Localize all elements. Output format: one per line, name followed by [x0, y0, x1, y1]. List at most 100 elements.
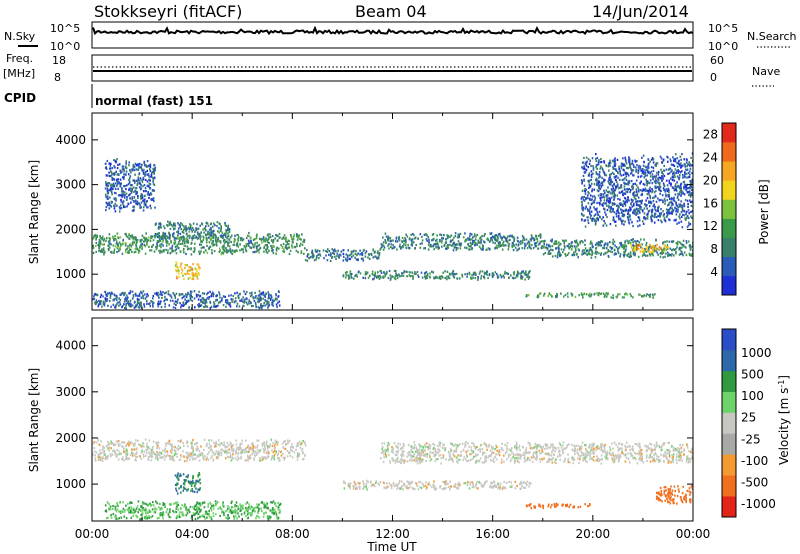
data-cell-1760: [679, 252, 682, 255]
data-cell-495: [136, 247, 138, 250]
data-cell-3887: [596, 167, 598, 170]
data-cell-1564: [423, 247, 425, 250]
data-cell-125: [231, 252, 234, 256]
data-cell-4026: [668, 218, 670, 221]
data-cell-173: [162, 239, 164, 242]
data-cell-3267: [108, 207, 111, 210]
data-cell-2680: [260, 297, 262, 300]
data-cell-3432: [691, 181, 693, 184]
data-cell-2462: [251, 291, 253, 294]
data-cell-3389: [676, 175, 679, 178]
data-cell-1147: [480, 242, 482, 245]
data-cell-2163: [357, 271, 360, 274]
data-cell-1512: [437, 245, 440, 248]
data-cell-4337: [682, 191, 684, 194]
data-cell-4109: [622, 209, 625, 213]
data-cell-3074: [135, 192, 137, 196]
data-cell-1059: [316, 250, 318, 253]
data-cell-726: [184, 226, 186, 229]
data-cell-2557: [264, 298, 266, 302]
data-cell-1901: [664, 240, 666, 243]
data-cell-3927: [597, 213, 599, 216]
data-cell-394: [254, 238, 256, 241]
data-cell-1262: [475, 242, 477, 245]
data-cell-1758: [632, 251, 635, 254]
data-cell-3784: [582, 174, 585, 177]
data-cell-2698: [93, 295, 95, 298]
data-cell-3800: [610, 178, 612, 181]
nsearch-label: N.Search: [747, 30, 797, 43]
data-cell-3277: [104, 166, 107, 169]
data-cell-4599: [673, 164, 676, 168]
data-cell-2546: [275, 303, 278, 306]
data-cell-2558: [146, 302, 148, 305]
data-cell-1703: [657, 253, 659, 256]
data-cell-687: [131, 243, 134, 246]
data-cell-2989: [150, 175, 152, 178]
data-cell-1928: [619, 253, 622, 256]
data-cell-1285: [433, 243, 435, 246]
data-cell-1517: [481, 248, 483, 251]
data-cell-458: [131, 250, 133, 253]
data-cell-2902: [654, 293, 656, 296]
data-cell-3427: [595, 166, 597, 169]
data-cell-1554: [435, 243, 437, 246]
data-cell-3463: [670, 170, 672, 173]
data-cell-2781: [257, 306, 260, 309]
data-cell-4096: [636, 194, 639, 197]
data-cell-264: [191, 456, 193, 459]
data-cell-625: [156, 244, 159, 247]
data-cell-252: [248, 231, 250, 235]
data-cell-1973: [549, 239, 552, 242]
data-cell-1092: [328, 250, 331, 253]
data-cell-274: [131, 234, 134, 237]
nsky-tick-bottom: 10^0: [50, 40, 80, 53]
data-cell-1987: [555, 247, 557, 250]
data-cell-3152: [117, 173, 119, 176]
data-cell-562: [203, 246, 205, 249]
data-cell-172: [139, 444, 142, 447]
data-cell-3217: [145, 201, 147, 204]
data-cell-122: [211, 249, 213, 252]
data-cell-4181: [625, 199, 628, 202]
data-cell-2970: [122, 190, 124, 193]
data-cell-2566: [125, 302, 127, 305]
data-cell-872: [214, 233, 216, 236]
data-cell-1535: [477, 239, 480, 242]
data-cell-4452: [584, 188, 586, 191]
data-cell-832: [172, 225, 174, 228]
data-cell-674: [98, 241, 100, 244]
data-cell-3391: [619, 217, 622, 220]
data-cell-525: [267, 239, 269, 242]
data-cell-132: [263, 444, 266, 448]
data-cell-1130: [518, 247, 520, 250]
data-cell-1469: [511, 235, 513, 238]
data-cell-3482: [637, 166, 640, 169]
data-cell-1529: [446, 236, 449, 239]
data-cell-681: [146, 241, 148, 244]
data-cell-3685: [651, 157, 654, 160]
data-cell-3288: [122, 192, 124, 196]
data-cell-2555: [257, 297, 260, 300]
data-cell-671: [191, 238, 194, 241]
data-cell-696: [159, 222, 161, 225]
data-cell-678: [135, 237, 137, 240]
data-cell-1251: [521, 241, 524, 244]
data-cell-4195: [627, 210, 629, 213]
data-cell-2592: [255, 295, 257, 298]
data-cell-2455: [119, 303, 122, 306]
data-cell-3325: [153, 171, 155, 174]
data-cell-296: [155, 245, 157, 248]
data-cell-182: [295, 249, 298, 252]
data-cell-1491: [522, 239, 524, 242]
data-cell-2771: [199, 304, 201, 307]
data-cell-20: [225, 445, 227, 448]
data-cell-4049: [691, 200, 693, 203]
data-cell-2476: [180, 293, 182, 296]
data-cell-4438: [649, 186, 651, 189]
data-cell-3943: [684, 198, 687, 202]
data-cell-3910: [581, 196, 583, 199]
data-cell-699: [177, 230, 180, 233]
data-cell-290: [191, 451, 194, 455]
data-cell-2263: [512, 271, 515, 274]
